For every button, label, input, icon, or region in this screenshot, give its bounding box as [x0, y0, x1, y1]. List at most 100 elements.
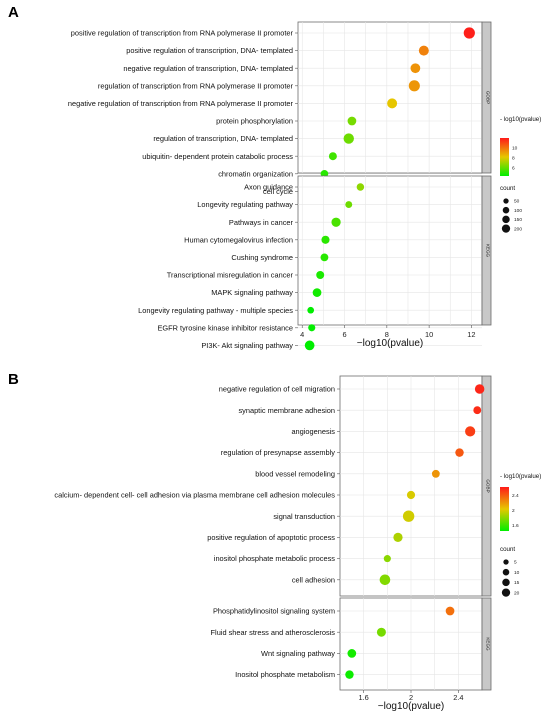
size-legend-dot	[502, 568, 510, 576]
x-tick-label: 2.4	[453, 693, 463, 702]
data-point	[321, 235, 330, 244]
facet-strip	[481, 375, 492, 597]
x-axis-title: −log10(pvalue)	[357, 338, 423, 349]
data-point	[418, 45, 429, 56]
facet-strip-label: GOBP	[486, 91, 491, 104]
term-label: cell cycle	[263, 187, 293, 196]
term-label: EGFR tyrosine kinase inhibitor resistanc…	[157, 323, 293, 332]
term-label: Longevity regulating pathway	[197, 200, 293, 209]
data-point	[463, 27, 475, 39]
term-label: ubiquitin- dependent protein catabolic p…	[142, 152, 293, 161]
term-label: angiogenesis	[291, 427, 335, 436]
term-label: protein phosphorylation	[216, 117, 293, 126]
size-legend-dot	[501, 588, 511, 597]
term-label: Longevity regulating pathway - multiple …	[138, 306, 293, 315]
size-legend-label: 200	[514, 226, 522, 232]
x-tick-label: 6	[342, 330, 346, 339]
size-legend-label: 5	[514, 560, 517, 566]
data-point	[408, 80, 420, 92]
data-point	[347, 116, 357, 126]
facet-gobp: GOBP negative regulation of cell migratio…	[54, 375, 492, 597]
term-label: chromatin organization	[218, 169, 293, 178]
panel-b: B GOBP negative regulation of cell migrati…	[8, 371, 541, 712]
x-tick-label: 1.6	[359, 693, 369, 702]
term-label: cell adhesion	[292, 575, 335, 584]
color-legend-tick: 10	[512, 146, 518, 152]
size-legend-title: count	[500, 546, 515, 553]
data-point	[331, 217, 341, 227]
color-legend-bar	[500, 138, 509, 176]
size-legend-dot	[501, 224, 511, 233]
term-label: negative regulation of transcription fro…	[68, 99, 294, 108]
data-point	[474, 384, 485, 394]
data-point	[465, 426, 476, 437]
data-point	[316, 271, 325, 279]
facet-strip-label: KEGG	[486, 637, 491, 651]
term-label: Axon guidance	[244, 183, 293, 192]
data-point	[387, 98, 398, 109]
color-legend-tick: 6	[512, 166, 515, 172]
color-legend-title: - log10(pvalue)	[500, 473, 541, 480]
term-label: synaptic membrane adhesion	[238, 406, 335, 415]
term-label: Inositol phosphate metabolism	[235, 670, 335, 679]
term-label: MAPK signaling pathway	[211, 288, 293, 297]
x-tick-label: 2	[409, 693, 413, 702]
data-point	[312, 288, 322, 297]
color-legend-tick: 1.6	[512, 523, 519, 529]
data-point	[304, 340, 315, 351]
data-point	[320, 253, 329, 262]
size-legend-label: 10	[514, 570, 520, 576]
panel-letter: A	[8, 4, 19, 21]
panel-a: A GOBP positive regulation of transcriptio…	[8, 4, 541, 351]
size-legend-label: 50	[514, 199, 520, 205]
plot-area	[297, 21, 483, 174]
term-label: negative regulation of cell migration	[219, 385, 335, 394]
data-point	[402, 510, 415, 522]
color-legend-tick: 2	[512, 508, 515, 514]
facet-strip-label: GOBP	[486, 479, 491, 492]
term-label: regulation of presynapse assembly	[221, 448, 336, 457]
color-legend-title: - log10(pvalue)	[500, 116, 541, 123]
facet-strip	[481, 21, 492, 174]
x-tick-label: 12	[467, 330, 475, 339]
data-point	[473, 406, 482, 415]
color-legend-bar	[500, 487, 509, 531]
term-label: Transcriptional misregulation in cancer	[167, 271, 294, 280]
term-label: blood vessel remodeling	[255, 469, 335, 478]
term-label: positive regulation of transcription, DN…	[126, 46, 293, 55]
data-point	[345, 670, 354, 679]
size-legend-dot	[503, 559, 509, 565]
term-label: signal transduction	[273, 512, 335, 521]
term-label: regulation of transcription from RNA pol…	[98, 81, 294, 90]
data-point	[431, 469, 440, 478]
size-legend-title: count	[500, 185, 515, 192]
x-tick-label: 10	[425, 330, 433, 339]
data-point	[345, 201, 353, 209]
facet-strip-label: KEGG	[486, 244, 491, 258]
data-point	[347, 649, 357, 658]
data-point	[379, 574, 391, 586]
size-legend-dot	[502, 578, 510, 587]
facet-strip	[481, 597, 492, 691]
term-label: positive regulation of transcription fro…	[71, 29, 294, 38]
facet-kegg: KEGG Phosphatidylinositol signaling syste…	[211, 597, 492, 691]
term-label: Pathways in cancer	[229, 218, 294, 227]
term-label: Cushing syndrome	[231, 253, 293, 262]
data-point	[383, 555, 391, 563]
data-point	[406, 490, 416, 500]
size-legend-dot	[502, 215, 510, 224]
data-point	[343, 133, 354, 144]
data-point	[455, 448, 464, 457]
size-legend-dot	[503, 198, 509, 204]
size-legend-label: 150	[514, 217, 522, 223]
data-point	[356, 183, 365, 191]
term-label: calcium- dependent cell- cell adhesion v…	[54, 491, 335, 500]
data-point	[393, 532, 403, 543]
term-label: Wnt signaling pathway	[261, 649, 335, 658]
size-legend-label: 20	[514, 590, 520, 596]
facet-kegg: KEGG Axon guidance Longevity regulating pa…	[138, 175, 492, 351]
data-point	[307, 306, 315, 314]
data-point	[445, 606, 455, 616]
term-label: Phosphatidylinositol signaling system	[213, 607, 335, 616]
term-label: PI3K- Akt signaling pathway	[201, 341, 293, 350]
